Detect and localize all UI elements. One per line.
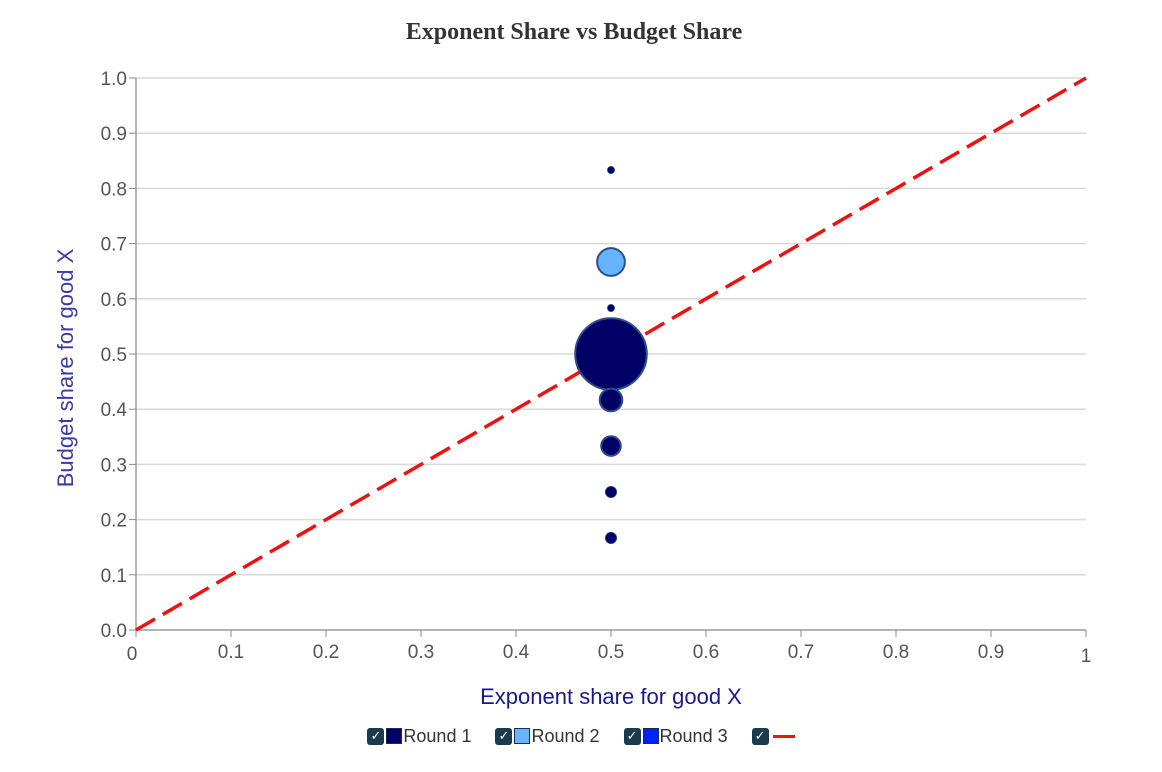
checkbox-icon[interactable]: ✓ [623,727,641,745]
x-tick-label: 0 [127,644,138,665]
y-tick-label: 0.2 [101,511,127,532]
legend-item-round-3[interactable]: ✓ Round 3 [623,725,728,747]
data-point [600,435,622,457]
reference-line-layer [135,76,1087,632]
y-tick-label: 0.5 [101,345,127,366]
data-point [596,247,626,277]
y-tick-label: 0.1 [101,566,127,587]
data-point [574,317,648,391]
data-point [604,531,618,545]
x-tick-label: 0.4 [503,642,530,663]
points-layer [574,166,648,545]
x-tick-label: 0.8 [883,642,909,663]
x-tick-label: 0.9 [978,642,1004,663]
data-point [604,485,618,499]
y-axis-label: Budget share for good X [53,248,78,487]
chart: Exponent Share vs Budget Share 0.0 0.1 0.2… [53,19,1092,709]
data-point [607,166,615,174]
legend-swatch-round-2 [514,728,531,744]
y-tick-label: 0.7 [101,235,127,256]
legend-label: Round 3 [659,725,728,746]
checkbox-icon[interactable]: ✓ [495,727,513,745]
reference-line [135,76,1087,632]
y-tick-label: 0.9 [101,124,127,145]
y-tick-label: 1.0 [101,69,127,90]
x-tick-label: 0.1 [218,642,244,663]
legend-item-round-1[interactable]: ✓ Round 1 [367,726,471,747]
data-point [607,304,615,312]
legend-swatch-round-3 [642,728,659,744]
legend-label: Round 2 [531,725,600,746]
x-tick-label: 0.3 [408,642,434,663]
axes: 0.0 0.1 0.2 0.3 0.4 0.5 0.6 0.7 0.8 0.9 1.0 0 0.1 0.2… [101,69,1092,667]
y-tick-label: 0.0 [101,621,127,642]
x-tick-label: 0.7 [788,642,814,663]
checkbox-icon[interactable]: ✓ [751,727,769,745]
legend-line-swatch [772,734,795,738]
data-point [598,387,624,413]
checkbox-icon[interactable]: ✓ [367,727,385,745]
legend-item-round-2[interactable]: ✓ Round 2 [495,725,600,747]
y-tick-label: 0.6 [101,290,127,311]
legend: ✓ Round 1 ✓ Round 2 ✓ Round 3 ✓ [0,722,1162,750]
x-axis-label: Exponent share for good X [480,684,742,709]
x-tick-label: 1 [1081,646,1092,667]
y-tick-label: 0.4 [101,400,128,421]
legend-swatch-round-1 [386,728,403,744]
y-tick-label: 0.8 [101,179,127,200]
y-tick-label: 0.3 [101,455,127,476]
x-tick-label: 0.6 [693,642,719,663]
legend-item-reference-line[interactable]: ✓ [751,727,795,745]
x-tick-label: 0.2 [313,642,339,663]
legend-label: Round 1 [403,725,472,746]
chart-title: Exponent Share vs Budget Share [406,19,743,45]
x-tick-label: 0.5 [598,642,624,663]
